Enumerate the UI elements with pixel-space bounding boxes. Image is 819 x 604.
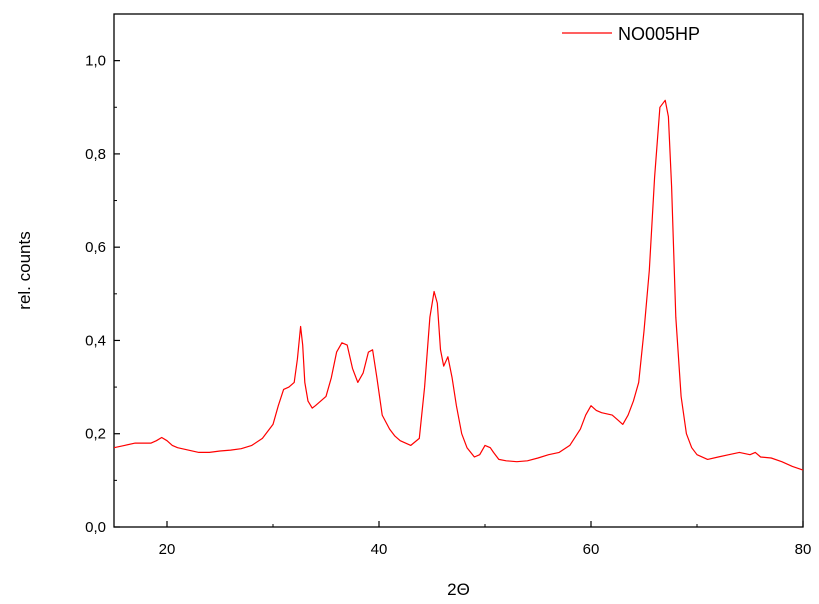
axis-ticks [114,13,804,528]
y-axis-title: rel. counts [15,231,34,309]
y-tick-label: 0,2 [85,426,106,443]
x-tick-label: 20 [159,541,176,558]
x-axis-title: 2Θ [447,580,470,599]
legend-label-no005hp: NO005HP [618,24,700,44]
x-tick-label: 60 [583,541,600,558]
y-tick-label: 1,0 [85,53,106,70]
legend: NO005HP [562,24,700,44]
series-line-no005hp [113,99,804,471]
y-tick-label: 0,4 [85,332,106,349]
plot-frame [113,13,804,528]
series-layer [113,99,804,471]
y-tick-label: 0,0 [85,519,106,536]
plot-area [113,13,804,528]
tick-labels: 20 40 60 80 0,0 0,2 0,4 0,6 0,8 1,0 [85,53,811,558]
y-tick-label: 0,8 [85,146,106,163]
y-tick-label: 0,6 [85,239,106,256]
x-tick-label: 40 [371,541,388,558]
x-tick-label: 80 [795,541,812,558]
